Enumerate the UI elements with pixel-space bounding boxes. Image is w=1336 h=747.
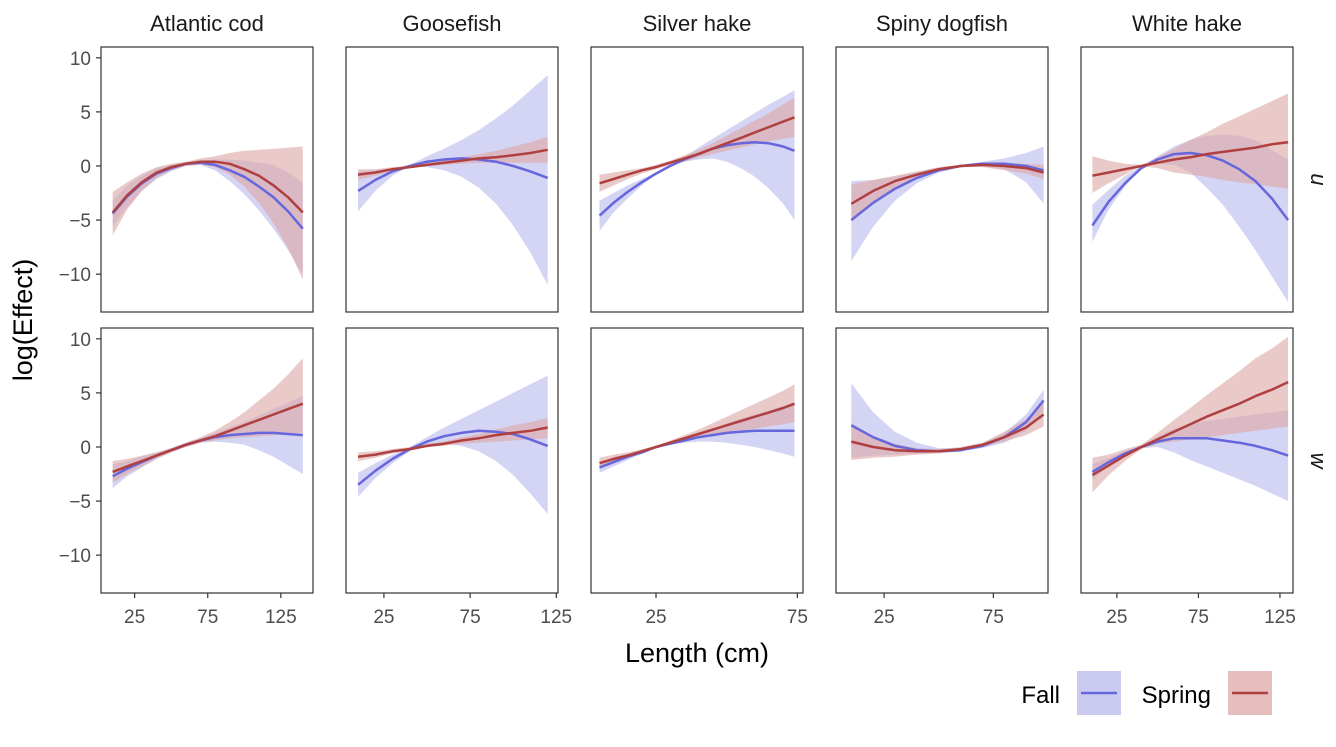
series-line-spring bbox=[111, 160, 304, 214]
y-tick-label: 0 bbox=[80, 157, 91, 178]
series-line-spring bbox=[357, 148, 548, 176]
legend: Fall Spring bbox=[1021, 671, 1272, 715]
strip-label-spiny-dogfish: Spiny dogfish bbox=[876, 11, 1008, 36]
confidence-band-spring bbox=[112, 358, 303, 483]
panel-w-silver-hake bbox=[590, 327, 804, 594]
panel-u-goosefish bbox=[345, 46, 559, 313]
x-axis-title: Length (cm) bbox=[625, 638, 769, 668]
strip-label-white-hake: White hake bbox=[1132, 11, 1242, 36]
panel-plot-area bbox=[598, 90, 795, 231]
axis-ticks: −10 −5 0 5 10 −10 −5 0 5 10 25 75 125 25 75 125 25 75 25 75… bbox=[59, 49, 1296, 628]
confidence-band-fall bbox=[599, 90, 795, 231]
series-line-fall bbox=[357, 429, 549, 486]
panel-border bbox=[835, 46, 1049, 313]
panel-border bbox=[590, 327, 804, 594]
y-tick-label: −5 bbox=[69, 492, 91, 513]
series-line-fall bbox=[357, 157, 549, 192]
panel-w-atlantic-cod bbox=[100, 327, 314, 594]
confidence-band-fall bbox=[358, 75, 548, 285]
panel-border bbox=[345, 46, 559, 313]
series-line-spring bbox=[1092, 140, 1289, 177]
panel-w-spiny-dogfish bbox=[835, 327, 1049, 594]
series-line-fall bbox=[1091, 437, 1289, 473]
panel-w-white-hake bbox=[1080, 327, 1294, 594]
panel-border bbox=[100, 327, 314, 594]
x-tick-label: 75 bbox=[460, 607, 481, 628]
panel-plot-area bbox=[111, 146, 304, 280]
confidence-band-spring bbox=[358, 136, 548, 180]
confidence-band-spring bbox=[112, 146, 303, 280]
y-tick-label: 10 bbox=[70, 49, 91, 70]
legend-fall-label: Fall bbox=[1021, 682, 1060, 709]
series-line-spring bbox=[1091, 380, 1289, 477]
y-tick-label: 0 bbox=[80, 438, 91, 459]
confidence-band-fall bbox=[358, 375, 548, 514]
strip-label-goosefish: Goosefish bbox=[402, 11, 501, 36]
panel-border bbox=[1080, 46, 1294, 313]
x-tick-label: 125 bbox=[265, 607, 297, 628]
strip-label-atlantic-cod: Atlantic cod bbox=[150, 11, 264, 36]
panel-plot-area bbox=[112, 358, 304, 489]
panel-border bbox=[590, 46, 804, 313]
x-tick-label: 125 bbox=[1264, 607, 1296, 628]
panel-plot-area bbox=[1091, 336, 1289, 502]
strip-label-silver-hake: Silver hake bbox=[643, 11, 752, 36]
x-tick-label: 25 bbox=[645, 607, 666, 628]
panel-u-atlantic-cod bbox=[100, 46, 314, 313]
y-tick-label: −10 bbox=[59, 546, 91, 567]
x-tick-label: 75 bbox=[1188, 607, 1209, 628]
x-tick-label: 25 bbox=[1106, 607, 1127, 628]
x-tick-label: 25 bbox=[874, 607, 895, 628]
confidence-band-fall bbox=[1092, 410, 1289, 502]
panel-border bbox=[345, 327, 559, 594]
confidence-band-spring bbox=[851, 162, 1044, 222]
panel-border bbox=[835, 327, 1049, 594]
panel-plot-area bbox=[850, 146, 1044, 262]
y-tick-label: 5 bbox=[80, 103, 91, 124]
panel-u-white-hake bbox=[1080, 46, 1294, 313]
y-tick-label: −5 bbox=[69, 211, 91, 232]
panel-plot-area bbox=[850, 383, 1045, 460]
panel-plot-area bbox=[599, 384, 795, 473]
series-line-spring bbox=[850, 163, 1044, 205]
panel-plot-area bbox=[357, 75, 549, 285]
strips: Atlantic cod Goosefish Silver hake Spiny do… bbox=[150, 11, 1331, 471]
x-tick-label: 75 bbox=[983, 607, 1004, 628]
y-axis-title: log(Effect) bbox=[8, 259, 38, 382]
panel-w-goosefish bbox=[345, 327, 559, 594]
panels bbox=[100, 46, 1294, 594]
panel-u-silver-hake bbox=[590, 46, 804, 313]
row-strip-label-u: u bbox=[1306, 173, 1331, 185]
panel-plot-area bbox=[1091, 93, 1290, 303]
panel-border bbox=[100, 46, 314, 313]
x-tick-label: 75 bbox=[197, 607, 218, 628]
x-tick-label: 125 bbox=[540, 607, 572, 628]
panel-plot-area bbox=[357, 375, 549, 514]
y-tick-label: 5 bbox=[80, 384, 91, 405]
series-line-spring bbox=[851, 413, 1045, 453]
legend-spring-label: Spring bbox=[1142, 682, 1211, 709]
x-tick-label: 25 bbox=[373, 607, 394, 628]
confidence-band-spring bbox=[1092, 93, 1289, 193]
x-tick-label: 75 bbox=[787, 607, 808, 628]
y-tick-label: −10 bbox=[59, 265, 91, 286]
row-strip-label-w: w bbox=[1306, 453, 1331, 471]
panel-u-spiny-dogfish bbox=[835, 46, 1049, 313]
series-line-spring bbox=[357, 426, 548, 458]
series-line-spring bbox=[112, 402, 304, 474]
series-line-spring bbox=[599, 116, 795, 185]
y-tick-label: 10 bbox=[70, 330, 91, 351]
panel-border bbox=[1080, 327, 1294, 594]
x-tick-label: 25 bbox=[124, 607, 145, 628]
series-line-fall bbox=[1091, 151, 1290, 227]
series-line-spring bbox=[599, 402, 795, 465]
confidence-band-spring bbox=[1092, 336, 1289, 493]
